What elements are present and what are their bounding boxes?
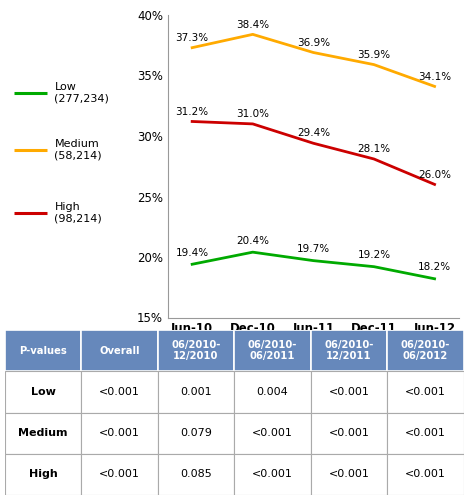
Text: Medium
(58,214): Medium (58,214) — [54, 139, 102, 161]
Text: Low: Low — [31, 387, 55, 397]
Bar — [158, 371, 234, 412]
Bar — [387, 330, 464, 371]
Text: 31.2%: 31.2% — [175, 106, 209, 117]
Text: <0.001: <0.001 — [99, 428, 140, 438]
Bar — [234, 371, 311, 412]
Text: Medium: Medium — [18, 428, 68, 438]
Text: 38.4%: 38.4% — [236, 20, 269, 30]
Text: <0.001: <0.001 — [405, 428, 446, 438]
Bar — [158, 454, 234, 495]
Text: <0.001: <0.001 — [99, 387, 140, 397]
Bar — [311, 330, 387, 371]
Text: <0.001: <0.001 — [252, 470, 293, 480]
Text: <0.001: <0.001 — [328, 470, 369, 480]
Bar — [81, 330, 158, 371]
Text: 19.2%: 19.2% — [358, 250, 391, 260]
Bar — [5, 330, 81, 371]
Text: 0.085: 0.085 — [180, 470, 212, 480]
Bar — [387, 371, 464, 412]
Bar — [234, 412, 311, 454]
Text: 06/2010-
12/2011: 06/2010- 12/2011 — [324, 340, 374, 361]
Text: High
(98,214): High (98,214) — [54, 202, 102, 224]
Text: 06/2010-
06/2011: 06/2010- 06/2011 — [248, 340, 297, 361]
Bar — [158, 412, 234, 454]
Bar — [387, 412, 464, 454]
Text: <0.001: <0.001 — [328, 428, 369, 438]
Text: 29.4%: 29.4% — [297, 128, 330, 138]
Bar — [311, 454, 387, 495]
Text: 18.2%: 18.2% — [418, 262, 451, 272]
Text: Overall: Overall — [99, 346, 140, 356]
Text: 19.7%: 19.7% — [297, 244, 330, 254]
Text: 31.0%: 31.0% — [236, 109, 269, 119]
Text: Low
(277,234): Low (277,234) — [54, 82, 109, 104]
Text: 28.1%: 28.1% — [358, 144, 391, 154]
Text: 35.9%: 35.9% — [358, 50, 391, 60]
Bar — [234, 454, 311, 495]
Text: 34.1%: 34.1% — [418, 72, 451, 82]
Bar — [81, 371, 158, 412]
Text: <0.001: <0.001 — [405, 387, 446, 397]
Bar — [234, 330, 311, 371]
Text: 36.9%: 36.9% — [297, 38, 330, 48]
Text: P-values: P-values — [19, 346, 67, 356]
Text: 37.3%: 37.3% — [175, 33, 209, 43]
Text: 19.4%: 19.4% — [175, 248, 209, 258]
Text: <0.001: <0.001 — [99, 470, 140, 480]
Bar — [158, 330, 234, 371]
Text: 0.004: 0.004 — [256, 387, 288, 397]
Text: <0.001: <0.001 — [252, 428, 293, 438]
Text: 26.0%: 26.0% — [418, 170, 451, 179]
Bar — [5, 454, 81, 495]
Bar — [5, 371, 81, 412]
Text: 20.4%: 20.4% — [236, 236, 269, 246]
Bar — [311, 412, 387, 454]
Text: 0.001: 0.001 — [180, 387, 212, 397]
Text: <0.001: <0.001 — [328, 387, 369, 397]
Bar — [81, 412, 158, 454]
Text: High: High — [28, 470, 57, 480]
Bar — [81, 454, 158, 495]
Bar — [387, 454, 464, 495]
Bar — [311, 371, 387, 412]
Text: 06/2010-
12/2010: 06/2010- 12/2010 — [171, 340, 220, 361]
Text: 0.079: 0.079 — [180, 428, 212, 438]
Bar — [5, 412, 81, 454]
Text: <0.001: <0.001 — [405, 470, 446, 480]
Text: 06/2010-
06/2012: 06/2010- 06/2012 — [401, 340, 450, 361]
